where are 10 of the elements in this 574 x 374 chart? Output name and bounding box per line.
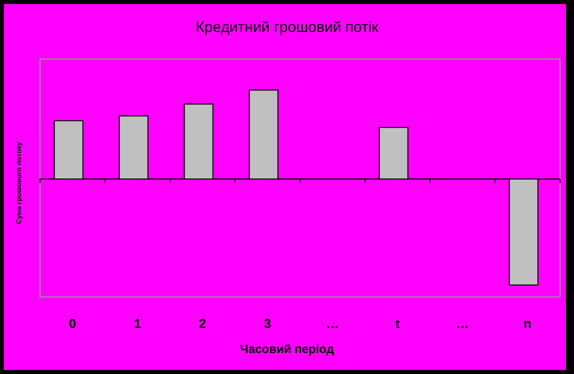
x-axis-title: Часовий період [240,342,334,356]
chart-title: Кредитний грошовий потік [196,19,379,36]
x-tick-label: 3 [264,316,272,331]
x-tick-label: 0 [68,316,76,331]
x-tick-label: n [524,316,532,331]
x-tick-label: 1 [134,316,142,331]
x-tick-label: 2 [198,316,206,331]
x-tick-label: … [326,316,339,331]
x-tick-label: t [395,316,400,331]
x-tick-label: … [456,316,469,331]
